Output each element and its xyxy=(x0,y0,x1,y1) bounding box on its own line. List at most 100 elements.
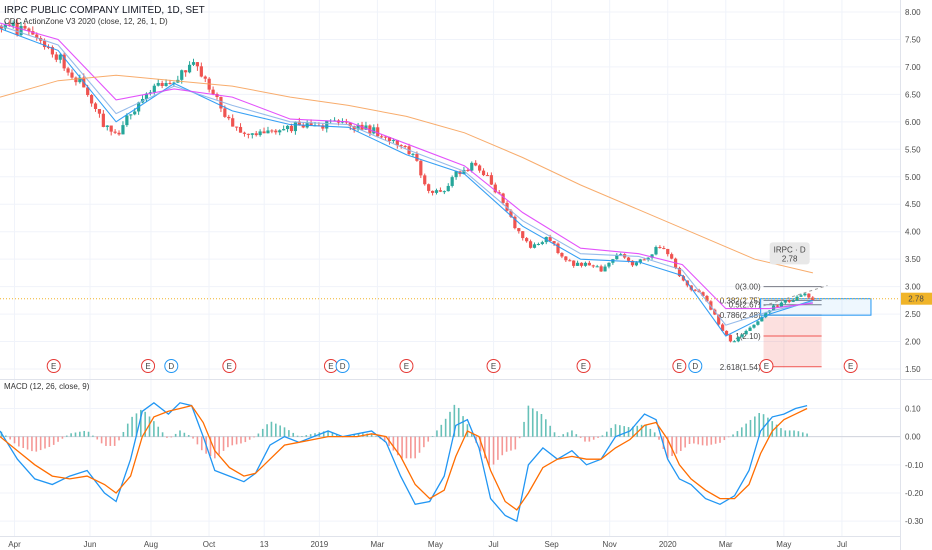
time-axis[interactable]: Apr Jun Aug Oct 13 2019 Mar May Jul Sep Nov 2020 Mar… xyxy=(8,540,847,549)
macd-histogram-bar xyxy=(431,436,434,437)
macd-histogram-bar xyxy=(671,436,673,457)
candle-body xyxy=(70,72,74,78)
candle-body xyxy=(152,85,156,93)
macd-histogram-bar xyxy=(131,416,133,437)
macd-histogram-bar xyxy=(22,436,25,449)
candle-body xyxy=(650,254,654,258)
earnings-marker[interactable] xyxy=(222,359,237,373)
earnings-marker[interactable] xyxy=(843,359,858,373)
time-axis-tick: May xyxy=(428,540,443,549)
dividend-marker[interactable] xyxy=(335,359,350,373)
earnings-marker[interactable] xyxy=(46,359,61,373)
chart-title: IRPC PUBLIC COMPANY LIMITED, 1D, SET xyxy=(4,5,205,16)
candle-body xyxy=(289,125,294,132)
price-axis-tick: 5.50 xyxy=(905,145,921,154)
candle-body xyxy=(46,47,51,49)
candle-body xyxy=(89,95,94,104)
macd-histogram-bar xyxy=(322,431,325,437)
candle-body xyxy=(532,244,537,248)
fib-level-label: 0(3.00) xyxy=(735,283,761,292)
macd-histogram-bar xyxy=(479,436,482,452)
candle-body xyxy=(86,87,90,96)
candle-body xyxy=(430,190,435,193)
earnings-marker[interactable] xyxy=(759,359,774,373)
candle-body xyxy=(779,302,784,307)
macd-histogram-bar xyxy=(52,436,55,445)
macd-histogram-bar xyxy=(153,421,155,437)
macd-histogram-bar xyxy=(87,431,90,437)
candle-body xyxy=(282,129,286,131)
earnings-marker[interactable] xyxy=(399,359,414,373)
earnings-marker[interactable] xyxy=(141,359,156,373)
macd-histogram-bar xyxy=(309,434,312,437)
macd-histogram-bar xyxy=(714,436,717,444)
macd-histogram-bar xyxy=(279,425,281,437)
macd-histogram-bar xyxy=(414,436,416,459)
candle-body xyxy=(560,252,564,257)
candle-body xyxy=(536,243,541,245)
dividend-marker[interactable] xyxy=(688,359,703,373)
candle-body xyxy=(348,122,352,127)
macd-histogram-bar xyxy=(48,436,51,447)
macd-histogram-bar xyxy=(793,430,795,437)
macd-histogram-bar xyxy=(5,435,7,437)
candle-body xyxy=(807,293,811,298)
candle-body xyxy=(677,267,682,277)
macd-histogram-bar xyxy=(18,436,20,447)
candle-body xyxy=(325,120,329,129)
macd-histogram-bar xyxy=(666,436,669,459)
macd-histogram-bar xyxy=(562,434,565,437)
candle-body xyxy=(391,140,395,142)
macd-histogram-bar xyxy=(597,436,599,438)
macd-histogram-bar xyxy=(592,436,595,440)
macd-histogram-bar xyxy=(545,419,547,437)
earnings-marker[interactable] xyxy=(672,359,687,373)
price-axis-tick: 6.00 xyxy=(905,118,921,127)
fib-level-label: 0.786(2.48) xyxy=(720,311,761,320)
macd-histogram-bar xyxy=(436,430,438,437)
macd-histogram-bar xyxy=(510,436,512,451)
symbol-callout xyxy=(769,242,810,265)
macd-histogram-bar xyxy=(501,436,504,456)
time-axis-tick: Jun xyxy=(84,540,97,549)
macd-histogram-bar xyxy=(187,435,190,437)
macd-histogram-bar xyxy=(549,425,551,437)
trend-projection xyxy=(763,285,828,307)
candle-body xyxy=(250,133,254,135)
event-marker-label: D xyxy=(168,362,174,371)
candle-body xyxy=(721,324,725,331)
macd-histogram-bar xyxy=(305,435,308,437)
macd-histogram-bar xyxy=(645,425,647,437)
candle-body xyxy=(301,125,305,128)
candle-body xyxy=(395,140,399,146)
earnings-marker[interactable] xyxy=(486,359,501,373)
time-axis-tick: Mar xyxy=(719,540,733,549)
macd-histogram-bar xyxy=(335,434,338,437)
macd-histogram-bar xyxy=(92,435,94,437)
candle-body xyxy=(58,54,62,60)
price-axis-tick: 7.50 xyxy=(905,35,921,44)
macd-histogram-bar xyxy=(218,436,220,455)
macd-histogram-bar xyxy=(96,436,99,440)
macd-histogram-bar xyxy=(35,436,38,452)
macd-label: MACD (12, 26, close, 9) xyxy=(4,382,90,391)
macd-pane[interactable] xyxy=(0,401,900,523)
macd-histogram-bar xyxy=(222,436,225,451)
dividend-marker[interactable] xyxy=(164,359,179,373)
macd-histogram-bar xyxy=(566,432,569,437)
price-pane[interactable]: 0(3.00) 0.382(2.75)0.5(2.67)0.786(2.48) 1(… xyxy=(0,0,900,536)
candle-body xyxy=(732,341,736,343)
candle-body xyxy=(211,89,215,95)
candle-body xyxy=(462,169,466,175)
macd-histogram-bar xyxy=(157,426,160,437)
macd-histogram-bar xyxy=(457,407,460,437)
candle-body xyxy=(599,266,603,272)
earnings-marker[interactable] xyxy=(576,359,591,373)
macd-histogram-bar xyxy=(423,436,425,448)
macd-histogram-bar xyxy=(270,421,273,437)
candle-body xyxy=(105,125,109,127)
macd-histogram-bar xyxy=(675,436,678,454)
candle-body xyxy=(376,127,380,137)
candle-body xyxy=(501,193,505,203)
